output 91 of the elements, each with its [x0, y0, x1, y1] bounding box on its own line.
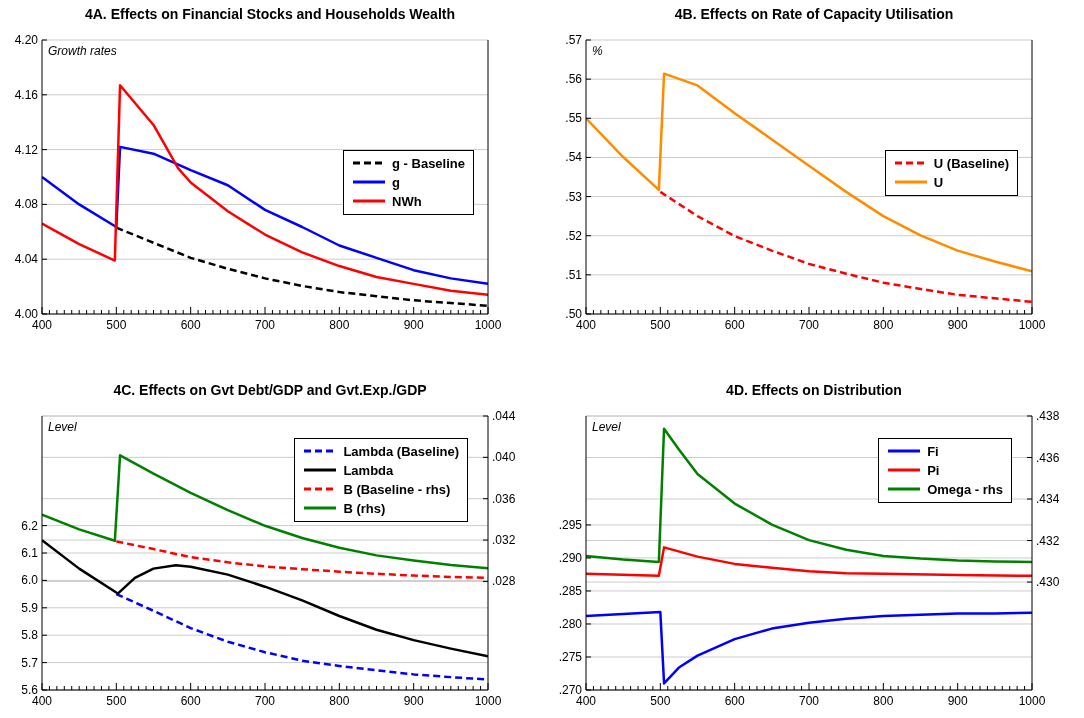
- legend-label: g: [392, 174, 400, 190]
- line-series: [659, 190, 1032, 304]
- x-tick-label: 1000: [1018, 318, 1046, 332]
- x-tick-label: 500: [650, 694, 671, 708]
- y2-tick-label: .430: [1036, 575, 1060, 590]
- y-tick-label: .290: [558, 550, 583, 565]
- y-tick-label: 4.04: [14, 252, 39, 267]
- x-tick-label: 600: [724, 318, 745, 332]
- y-tick-label: .295: [558, 517, 583, 532]
- y2-tick-label: .028: [492, 574, 516, 589]
- y-tick-label: 6.2: [21, 518, 39, 533]
- x-tick-label: 900: [403, 694, 424, 708]
- y2-tick-label: .436: [1036, 450, 1060, 465]
- x-tick-label: 500: [650, 318, 671, 332]
- y-tick-label: .56: [565, 72, 583, 87]
- x-tick-label: 900: [947, 694, 968, 708]
- y-tick-label: 4.12: [14, 142, 39, 157]
- y-tick-label: .51: [565, 267, 583, 282]
- y2-tick-label: .432: [1036, 533, 1060, 548]
- y-tick-label: .270: [558, 683, 583, 697]
- legend-label: B (rhs): [343, 500, 386, 516]
- y2-tick-label: .032: [492, 533, 516, 548]
- legend-label: Omega - rhs: [927, 481, 1003, 497]
- y-tick-label: 4.00: [14, 307, 39, 321]
- y2-tick-label: .438: [1036, 409, 1060, 423]
- x-tick-label: 600: [724, 694, 745, 708]
- legend-label: B (Baseline - rhs): [343, 481, 451, 497]
- y-tick-label: .50: [565, 307, 583, 321]
- x-tick-label: 700: [798, 318, 820, 332]
- y-tick-label: 5.9: [21, 600, 39, 615]
- y-tick-label: .280: [558, 616, 583, 631]
- y-tick-label: .52: [565, 228, 583, 243]
- x-tick-label: 800: [873, 694, 894, 708]
- y-tick-label: 4.08: [14, 197, 39, 212]
- legend-label: Lambda: [343, 462, 394, 478]
- y2-tick-label: .434: [1036, 492, 1060, 507]
- x-tick-label: 1000: [474, 318, 502, 332]
- line-series: [42, 145, 488, 286]
- chart-title: 4A. Effects on Financial Stocks and Households Wealth: [83, 5, 456, 24]
- legend-label: U (Baseline): [933, 155, 1009, 171]
- x-tick-label: 700: [254, 694, 276, 708]
- line-series: [42, 83, 488, 297]
- y-tick-label: .275: [558, 649, 583, 664]
- x-tick-label: 800: [329, 694, 350, 708]
- legend-label: Fi: [927, 443, 939, 459]
- x-tick-label: 700: [798, 694, 820, 708]
- legend-label: NWh: [392, 193, 422, 209]
- line-series: [586, 72, 1032, 273]
- chart-title: 4B. Effects on Rate of Capacity Utilisation: [673, 5, 955, 24]
- x-tick-label: 500: [106, 694, 127, 708]
- y-tick-label: 5.6: [21, 683, 39, 697]
- y-tick-label: .54: [565, 150, 583, 165]
- annotation: Growth rates: [48, 44, 117, 58]
- x-tick-label: 800: [873, 318, 894, 332]
- y-tick-label: .53: [565, 189, 583, 204]
- annotation: %: [592, 44, 603, 58]
- x-tick-label: 900: [947, 318, 968, 332]
- x-tick-label: 400: [575, 318, 597, 332]
- legend-label: g - Baseline: [392, 155, 465, 171]
- y2-tick-label: .040: [492, 450, 516, 465]
- y-tick-label: 6.0: [21, 573, 39, 588]
- x-tick-label: 500: [106, 318, 127, 332]
- y-tick-label: 4.20: [14, 33, 39, 47]
- y-tick-label: .55: [565, 111, 583, 126]
- x-tick-label: 600: [180, 318, 201, 332]
- y2-tick-label: .036: [492, 491, 516, 506]
- x-tick-label: 600: [180, 694, 201, 708]
- y-tick-label: 5.7: [21, 655, 39, 670]
- x-tick-label: 1000: [474, 694, 502, 708]
- line-series: [586, 546, 1032, 578]
- y-tick-label: 6.1: [21, 546, 39, 560]
- annotation: Level: [592, 420, 621, 434]
- x-tick-label: 400: [31, 318, 53, 332]
- legend-label: Pi: [927, 462, 940, 478]
- x-tick-label: 1000: [1018, 694, 1046, 708]
- x-tick-label: 700: [254, 318, 276, 332]
- x-tick-label: 800: [329, 318, 350, 332]
- legend-label: Lambda (Baseline): [343, 443, 459, 459]
- y-tick-label: 4.16: [14, 87, 39, 102]
- line-series: [586, 610, 1032, 685]
- x-tick-label: 400: [31, 694, 53, 708]
- y-tick-label: 5.8: [21, 628, 39, 643]
- chart-title: 4D. Effects on Distribution: [725, 381, 903, 400]
- y2-tick-label: .044: [492, 409, 516, 423]
- chart-title: 4C. Effects on Gvt Debt/GDP and Gvt.Exp./GDP: [112, 381, 428, 400]
- y-tick-label: .285: [558, 583, 583, 598]
- legend-label: U: [933, 174, 944, 190]
- x-tick-label: 400: [575, 694, 597, 708]
- y-tick-label: .57: [565, 33, 583, 47]
- x-tick-label: 900: [403, 318, 424, 332]
- annotation: Level: [48, 420, 77, 434]
